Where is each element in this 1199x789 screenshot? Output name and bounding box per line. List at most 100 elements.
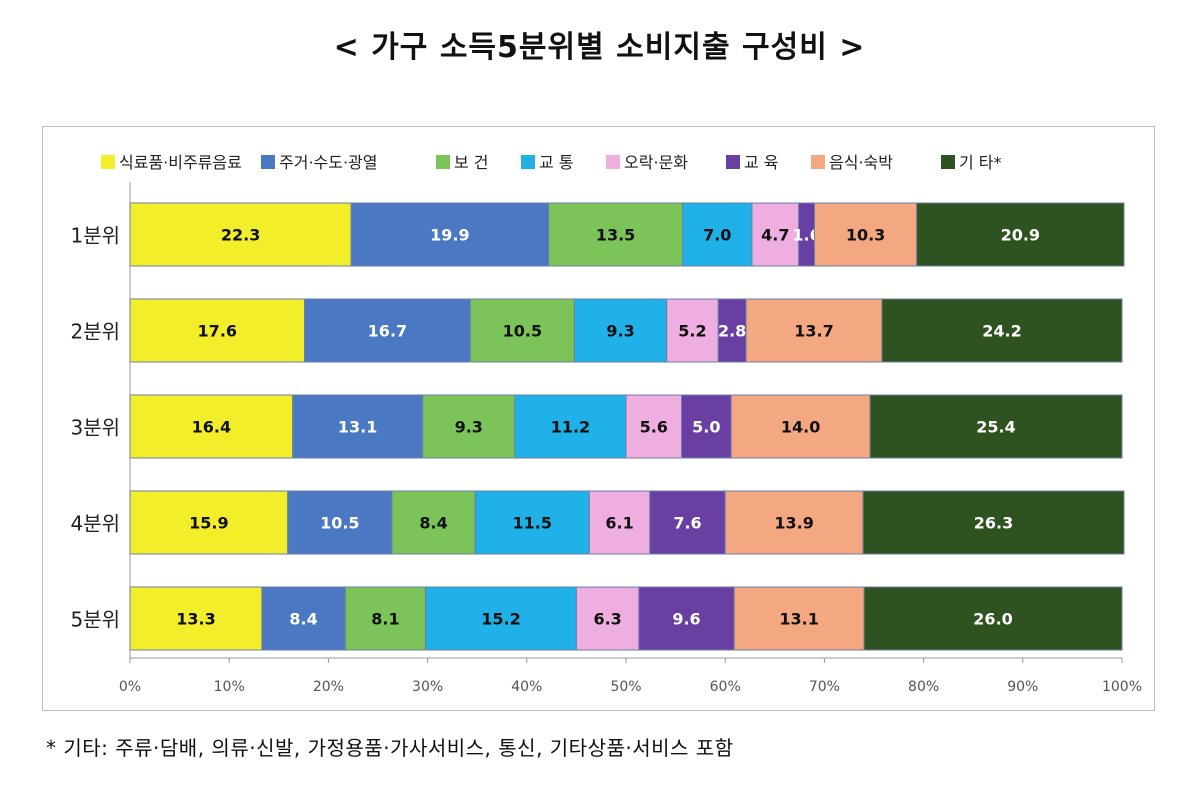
- legend-swatch: [941, 155, 955, 169]
- category-label: 2분위: [70, 320, 120, 344]
- x-tick-label: 100%: [1102, 679, 1142, 695]
- data-label: 17.6: [198, 322, 237, 341]
- legend-swatch: [726, 155, 740, 169]
- x-tick-label: 0%: [119, 679, 141, 695]
- bar-segment: [588, 490, 651, 555]
- bar-segment: [304, 298, 471, 363]
- data-label: 2.8: [718, 322, 746, 341]
- bar-segment: [813, 202, 918, 267]
- bar-segment: [649, 490, 726, 555]
- data-label: 22.3: [221, 226, 260, 245]
- bar-segment: [129, 586, 263, 651]
- data-label: 26.0: [973, 610, 1012, 629]
- bar-segment: [916, 202, 1125, 267]
- chart-title: < 가구 소득5분위별 소비지출 구성비 >: [333, 30, 866, 65]
- bar-segment: [129, 202, 352, 267]
- bar-segment: [881, 298, 1123, 363]
- bar-segment: [745, 298, 883, 363]
- legend-label: 교 육: [744, 153, 779, 172]
- x-tick-label: 60%: [710, 679, 741, 695]
- bar-segment: [350, 202, 550, 267]
- bar-segment: [514, 394, 627, 459]
- x-tick-label: 20%: [313, 679, 344, 695]
- legend-swatch: [606, 155, 620, 169]
- data-label: 9.3: [455, 418, 483, 437]
- bar-segment: [681, 394, 732, 459]
- bar-segment: [575, 586, 640, 651]
- bar-segment: [638, 586, 735, 651]
- category-label: 3분위: [70, 416, 120, 440]
- category-label: 4분위: [70, 512, 120, 536]
- bar-segment: [724, 490, 864, 555]
- legend-swatch: [436, 155, 450, 169]
- data-label: 19.9: [430, 226, 469, 245]
- legend-swatch: [261, 155, 275, 169]
- data-label: 13.7: [794, 322, 833, 341]
- data-label: 9.3: [606, 322, 634, 341]
- bar-segment: [129, 490, 289, 555]
- bar-segment: [717, 298, 747, 363]
- footnote: * 기타: 주류·담배, 의류·신발, 가정용품·가사서비스, 통신, 기타상품…: [46, 736, 734, 760]
- bar-segment: [548, 202, 684, 267]
- bar-segment: [425, 586, 577, 651]
- data-label: 5.6: [640, 418, 668, 437]
- x-tick-label: 30%: [412, 679, 443, 695]
- bar-segment: [862, 490, 1125, 555]
- bar-segment: [573, 298, 668, 363]
- bar-segment: [682, 202, 753, 267]
- data-label: 6.3: [593, 610, 621, 629]
- data-label: 13.1: [338, 418, 377, 437]
- x-tick-label: 70%: [809, 679, 840, 695]
- data-label: 8.4: [289, 610, 317, 629]
- bar-segment: [287, 490, 393, 555]
- data-label: 8.1: [371, 610, 399, 629]
- data-label: 13.5: [596, 226, 635, 245]
- data-label: 26.3: [974, 514, 1013, 533]
- legend-swatch: [521, 155, 535, 169]
- legend-label: 오락·문화: [624, 153, 688, 172]
- data-label: 20.9: [1001, 226, 1040, 245]
- legend-label: 식료품·비주류음료: [119, 153, 242, 172]
- data-label: 13.1: [779, 610, 818, 629]
- legend-label: 보 건: [454, 153, 489, 172]
- legend-label: 음식·숙박: [829, 153, 893, 172]
- bar-segment: [751, 202, 800, 267]
- data-label: 4.7: [761, 226, 789, 245]
- bar-segment: [292, 394, 424, 459]
- bar-segment: [391, 490, 476, 555]
- bar-segment: [869, 394, 1123, 459]
- data-label: 5.2: [678, 322, 706, 341]
- data-label: 7.6: [673, 514, 701, 533]
- data-label: 15.9: [189, 514, 228, 533]
- legend-label: 교 통: [539, 153, 574, 172]
- data-label: 6.1: [605, 514, 633, 533]
- data-label: 14.0: [781, 418, 820, 437]
- legend-label: 기 타*: [959, 153, 1002, 172]
- data-label: 5.0: [692, 418, 720, 437]
- bar-segment: [344, 586, 427, 651]
- bar-segment: [733, 586, 865, 651]
- data-label: 13.3: [176, 610, 215, 629]
- data-label: 10.3: [846, 226, 885, 245]
- x-tick-label: 50%: [610, 679, 641, 695]
- data-label: 16.7: [368, 322, 407, 341]
- data-label: 10.5: [320, 514, 359, 533]
- x-tick-label: 90%: [1007, 679, 1038, 695]
- category-label: 5분위: [70, 608, 120, 632]
- bar-segment: [129, 298, 306, 363]
- bar-segment: [129, 394, 294, 459]
- data-label: 10.5: [503, 322, 542, 341]
- bar-segment: [625, 394, 683, 459]
- x-tick-label: 40%: [511, 679, 542, 695]
- legend-swatch: [811, 155, 825, 169]
- legend-label: 주거·수도·광열: [279, 153, 378, 172]
- bar-segment: [261, 586, 346, 651]
- x-tick-label: 80%: [908, 679, 939, 695]
- stacked-bar-chart: 식료품·비주류음료 주거·수도·광열 보 건 교 통 오락·문화 교 육 음식·숙박 기 타*…: [70, 153, 1142, 695]
- data-label: 8.4: [419, 514, 447, 533]
- bar-segment: [730, 394, 871, 459]
- data-label: 7.0: [703, 226, 731, 245]
- category-label: 1분위: [70, 224, 120, 248]
- data-label: 9.6: [672, 610, 700, 629]
- data-label: 11.2: [551, 418, 590, 437]
